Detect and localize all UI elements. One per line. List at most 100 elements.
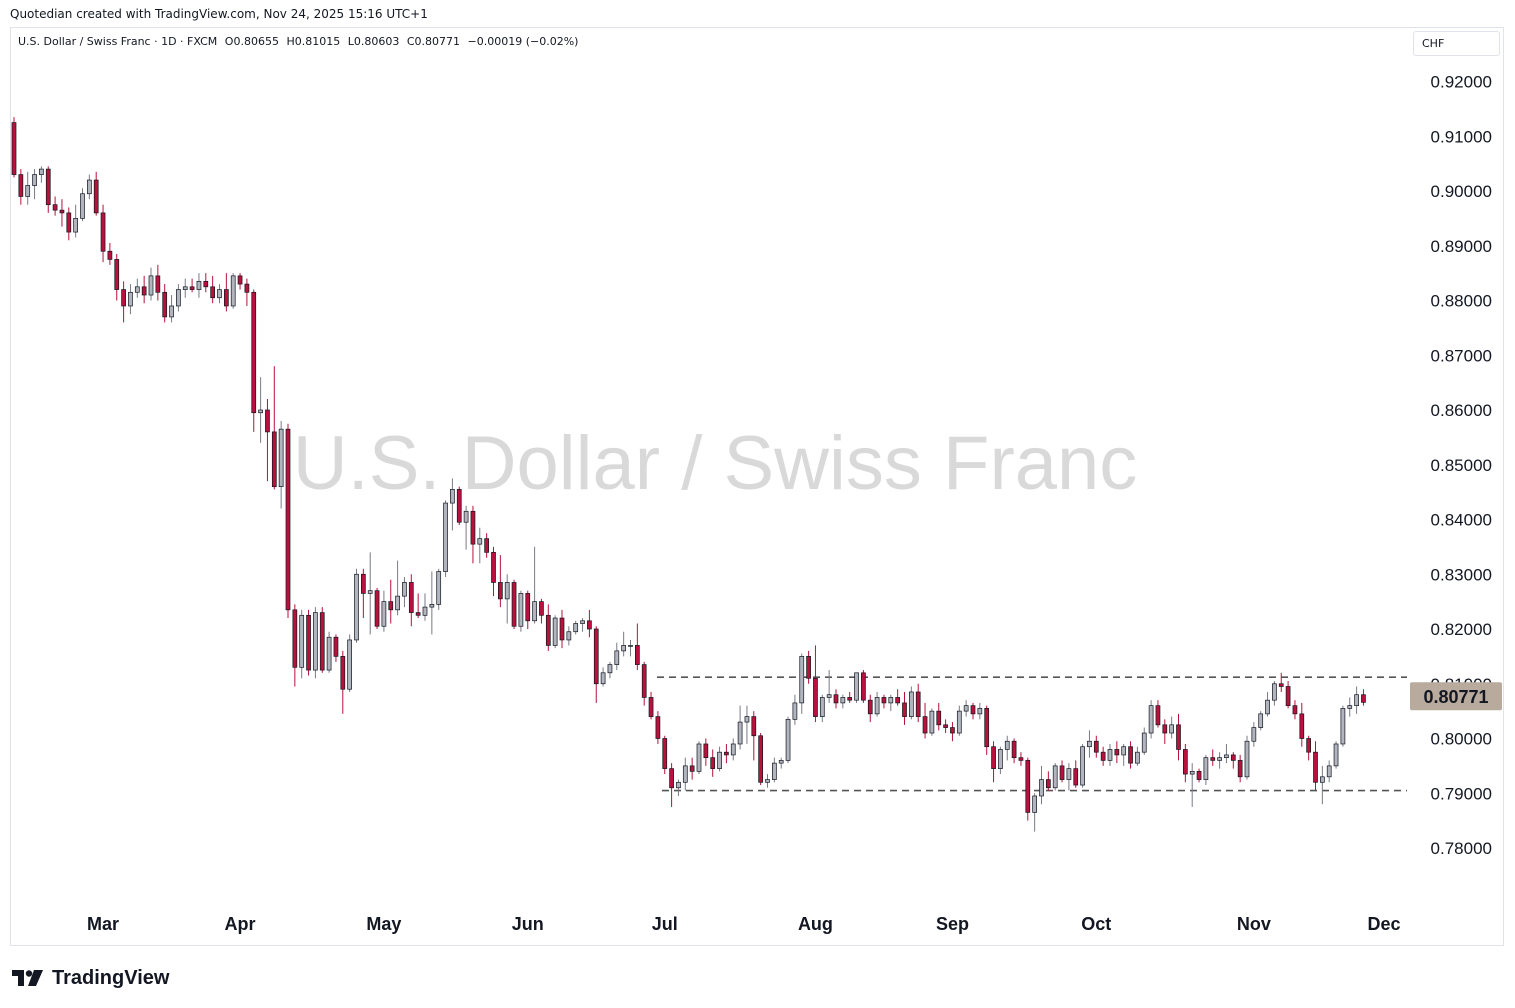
- candle-body: [498, 582, 503, 600]
- candle-body: [1258, 713, 1264, 728]
- candle-body: [593, 628, 599, 685]
- candle-body: [771, 762, 777, 780]
- candle-body: [210, 286, 215, 299]
- candle-body: [107, 250, 113, 260]
- candle-body: [271, 431, 277, 487]
- candle-body: [45, 168, 51, 206]
- candle-body: [765, 779, 770, 783]
- candle-body: [929, 710, 935, 734]
- candle-body: [340, 656, 346, 690]
- candle-body: [970, 705, 976, 715]
- candle-body: [1251, 727, 1257, 742]
- candle-body: [819, 697, 825, 717]
- legend-symbol[interactable]: U.S. Dollar / Swiss Franc · 1D · FXCM: [18, 35, 218, 48]
- candle-body: [189, 286, 195, 290]
- candle-body: [326, 636, 332, 671]
- candle-body: [347, 639, 352, 690]
- candle-body: [950, 727, 955, 734]
- tradingview-brand[interactable]: TradingView: [12, 965, 169, 991]
- x-axis-tick-label: May: [366, 914, 401, 934]
- candle-body: [1230, 754, 1236, 761]
- last-price-label: 0.80771: [1423, 687, 1488, 707]
- candle-body: [552, 617, 558, 646]
- candle-body: [504, 582, 510, 600]
- candle-body: [1182, 749, 1188, 775]
- candle-body: [258, 409, 263, 414]
- brand-name: TradingView: [52, 966, 170, 989]
- candle-body: [607, 664, 613, 674]
- candle-body: [1059, 765, 1065, 780]
- candle-body: [1224, 754, 1229, 759]
- x-axis-tick-label: Jun: [512, 914, 544, 934]
- candle-body: [52, 204, 58, 211]
- candle-body: [1210, 757, 1216, 761]
- candle-body: [806, 656, 811, 679]
- candle-body: [361, 573, 366, 594]
- candle-body: [203, 280, 209, 288]
- candle-body: [545, 614, 551, 646]
- candle-body: [477, 538, 483, 545]
- candle-body: [114, 259, 120, 290]
- candle-body: [367, 590, 373, 594]
- candle-body: [1080, 746, 1085, 786]
- y-axis-tick-label: 0.92000: [1431, 73, 1492, 92]
- candle-body: [25, 185, 31, 197]
- candle-body: [18, 174, 24, 197]
- candle-body: [374, 590, 380, 627]
- candle-body: [169, 305, 174, 318]
- candle-body: [1107, 749, 1113, 761]
- candle-body: [977, 708, 983, 715]
- candle-body: [902, 702, 907, 717]
- candle-body: [1340, 708, 1346, 745]
- candle-body: [1203, 757, 1209, 780]
- candle-body: [826, 694, 832, 698]
- y-axis-tick-label: 0.90000: [1431, 182, 1492, 201]
- candle-body: [1087, 740, 1092, 748]
- candle-body: [963, 705, 969, 712]
- candle-body: [1141, 732, 1147, 753]
- candle-body: [724, 751, 729, 756]
- candle-body: [737, 721, 743, 745]
- candle-body: [518, 593, 524, 627]
- candle-body: [1039, 779, 1044, 797]
- candle-body: [922, 716, 928, 734]
- x-axis-tick-label: Nov: [1237, 914, 1271, 934]
- candle-body: [155, 275, 161, 293]
- candle-body: [429, 604, 435, 608]
- candle-body: [778, 760, 784, 764]
- candle-body: [648, 697, 654, 717]
- legend-change: −0.00019 (−0.02%): [467, 35, 579, 48]
- candle-body: [867, 699, 873, 715]
- candle-body: [1361, 694, 1366, 703]
- candle-body: [11, 122, 17, 175]
- legend-low: L0.80603: [347, 35, 400, 48]
- candle-body: [1326, 765, 1332, 778]
- candle-body: [484, 538, 489, 553]
- candle-body: [1169, 724, 1175, 734]
- candle-body: [689, 765, 695, 772]
- candle-body: [39, 168, 44, 175]
- candle-body: [847, 697, 853, 701]
- candle-body: [1292, 705, 1298, 715]
- tradingview-logo-icon: [12, 970, 43, 986]
- candle-body: [1354, 694, 1359, 707]
- candle-body: [1319, 776, 1325, 783]
- currency-selector[interactable]: CHF: [1413, 31, 1500, 56]
- candle-body: [395, 595, 400, 611]
- candle-body: [956, 710, 962, 734]
- candle-body: [1052, 765, 1058, 789]
- candle-body: [1244, 740, 1250, 778]
- y-axis-tick-label: 0.87000: [1431, 346, 1492, 365]
- candle-body: [566, 631, 572, 641]
- candle-body: [1004, 740, 1010, 750]
- candle-body: [833, 694, 839, 704]
- y-axis-tick-label: 0.86000: [1431, 401, 1492, 420]
- y-axis-tick-label: 0.89000: [1431, 237, 1492, 256]
- chart-frame: [10, 27, 1504, 946]
- candle-body: [251, 291, 257, 414]
- candle-body: [861, 672, 866, 701]
- candle-body: [669, 768, 674, 789]
- candle-body: [176, 289, 181, 307]
- x-axis-tick-label: Oct: [1081, 914, 1111, 934]
